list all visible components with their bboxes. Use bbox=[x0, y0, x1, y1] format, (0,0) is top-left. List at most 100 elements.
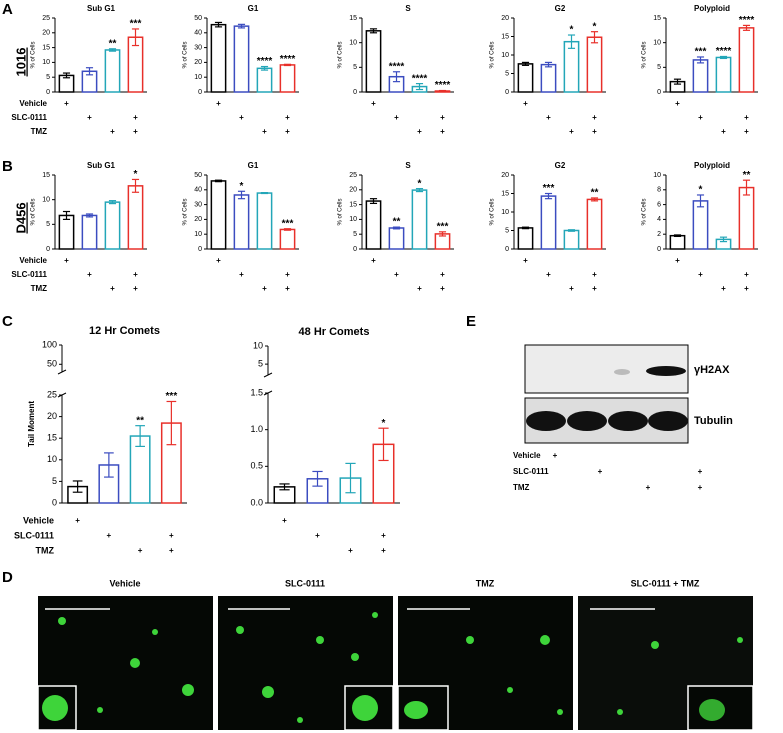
y-axis-label: Tail Moment bbox=[27, 401, 36, 447]
bar bbox=[365, 200, 382, 250]
treatment-mark: + bbox=[133, 113, 138, 122]
y-tick-label: 5 bbox=[505, 70, 509, 77]
chart-title: Polyploid bbox=[694, 4, 730, 13]
treatment-mark: + bbox=[239, 113, 244, 122]
y-tick-label: 0 bbox=[198, 246, 202, 253]
significance: **** bbox=[280, 54, 296, 65]
bar bbox=[563, 229, 580, 250]
bar bbox=[669, 234, 686, 250]
y-tick-label: 100 bbox=[42, 339, 57, 349]
treatment-mark: + bbox=[107, 531, 112, 540]
chart-title: G1 bbox=[248, 4, 259, 13]
y-tick-label: 50 bbox=[47, 359, 57, 369]
y-tick-label: 1.0 bbox=[250, 424, 263, 434]
y-tick-label: 40 bbox=[194, 30, 202, 37]
treatment-mark: + bbox=[133, 127, 138, 136]
treatment-mark: + bbox=[592, 270, 597, 279]
bar bbox=[540, 195, 557, 250]
bar bbox=[586, 198, 603, 250]
y-tick-label: 10 bbox=[501, 209, 509, 216]
treatment-mark: + bbox=[262, 284, 267, 293]
y-tick-label: 0 bbox=[657, 246, 661, 253]
significance: **** bbox=[716, 46, 732, 57]
bar bbox=[256, 67, 273, 93]
blot-band bbox=[608, 411, 648, 431]
y-tick-label: 10 bbox=[653, 40, 661, 47]
treatment-mark: + bbox=[371, 256, 376, 265]
treatment-mark: + bbox=[721, 284, 726, 293]
significance: *** bbox=[282, 218, 294, 229]
y-axis-label: % of Cells bbox=[490, 41, 496, 68]
y-tick-label: 0 bbox=[353, 89, 357, 96]
treatment-label: TMZ bbox=[31, 127, 48, 136]
y-tick-label: 5 bbox=[52, 476, 57, 486]
bar bbox=[692, 59, 709, 93]
bar bbox=[738, 27, 755, 93]
treatment-mark: + bbox=[546, 270, 551, 279]
treatment-mark: + bbox=[64, 99, 69, 108]
chart-title: S bbox=[405, 4, 411, 13]
y-tick-label: 8 bbox=[657, 187, 661, 194]
treatment-label: SLC-0111 bbox=[11, 270, 47, 279]
y-axis-label: % of Cells bbox=[183, 41, 189, 68]
y-tick-label: 10 bbox=[194, 74, 202, 81]
bar bbox=[692, 200, 709, 250]
significance: ** bbox=[136, 415, 144, 426]
y-axis-label: % of Cells bbox=[642, 198, 648, 225]
axis-break bbox=[263, 390, 273, 396]
y-tick-label: 20 bbox=[194, 59, 202, 66]
treatment-mark: + bbox=[592, 113, 597, 122]
y-tick-label: 0 bbox=[46, 246, 50, 253]
treatment-mark: + bbox=[569, 284, 574, 293]
treatment-mark: + bbox=[744, 284, 749, 293]
significance: **** bbox=[739, 15, 755, 26]
significance: ** bbox=[109, 38, 117, 49]
panel-letter: A bbox=[2, 1, 13, 18]
significance: *** bbox=[166, 391, 178, 402]
bar bbox=[58, 214, 75, 250]
bar bbox=[517, 63, 534, 93]
significance: * bbox=[382, 418, 386, 429]
significance: ** bbox=[591, 188, 599, 199]
significance: **** bbox=[435, 80, 451, 91]
y-tick-label: 15 bbox=[501, 190, 509, 197]
treatment-mark: + bbox=[417, 284, 422, 293]
treatment-mark: + bbox=[169, 546, 174, 555]
treatment-label: SLC-0111 bbox=[513, 467, 549, 476]
bar bbox=[388, 227, 405, 250]
panel-letter: E bbox=[466, 313, 476, 330]
y-axis-label: % of Cells bbox=[642, 41, 648, 68]
significance: **** bbox=[412, 73, 428, 84]
treatment-mark: + bbox=[721, 127, 726, 136]
treatment-mark: + bbox=[698, 113, 703, 122]
treatment-mark: + bbox=[698, 483, 703, 492]
y-tick-label: 0 bbox=[46, 89, 50, 96]
y-axis-label: % of Cells bbox=[338, 41, 344, 68]
y-tick-label: 10 bbox=[501, 52, 509, 59]
bar bbox=[104, 201, 121, 250]
treatment-mark: + bbox=[381, 531, 386, 540]
y-axis-label: % of Cells bbox=[338, 198, 344, 225]
y-tick-label: 10 bbox=[653, 172, 661, 179]
significance: * bbox=[699, 185, 703, 196]
blot-label: Tubulin bbox=[694, 415, 733, 427]
treatment-mark: + bbox=[744, 270, 749, 279]
treatment-mark: + bbox=[138, 546, 143, 555]
treatment-mark: + bbox=[546, 113, 551, 122]
treatment-mark: + bbox=[553, 451, 558, 460]
micrographs bbox=[37, 596, 754, 731]
treatment-label: Vehicle bbox=[19, 99, 47, 108]
y-tick-label: 0 bbox=[52, 497, 57, 507]
treatment-mark: + bbox=[371, 99, 376, 108]
treatment-mark: + bbox=[75, 516, 80, 525]
blot-band bbox=[526, 411, 566, 431]
bar bbox=[210, 180, 227, 250]
treatment-mark: + bbox=[87, 270, 92, 279]
treatment-mark: + bbox=[285, 113, 290, 122]
y-tick-label: 15 bbox=[42, 44, 50, 51]
y-tick-label: 10 bbox=[42, 197, 50, 204]
treatment-mark: + bbox=[698, 467, 703, 476]
y-tick-label: 10 bbox=[42, 59, 50, 66]
treatment-mark: + bbox=[744, 127, 749, 136]
